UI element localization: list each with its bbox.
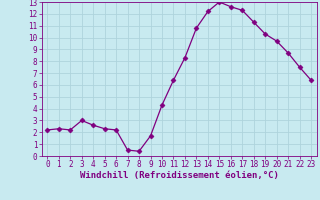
X-axis label: Windchill (Refroidissement éolien,°C): Windchill (Refroidissement éolien,°C) <box>80 171 279 180</box>
